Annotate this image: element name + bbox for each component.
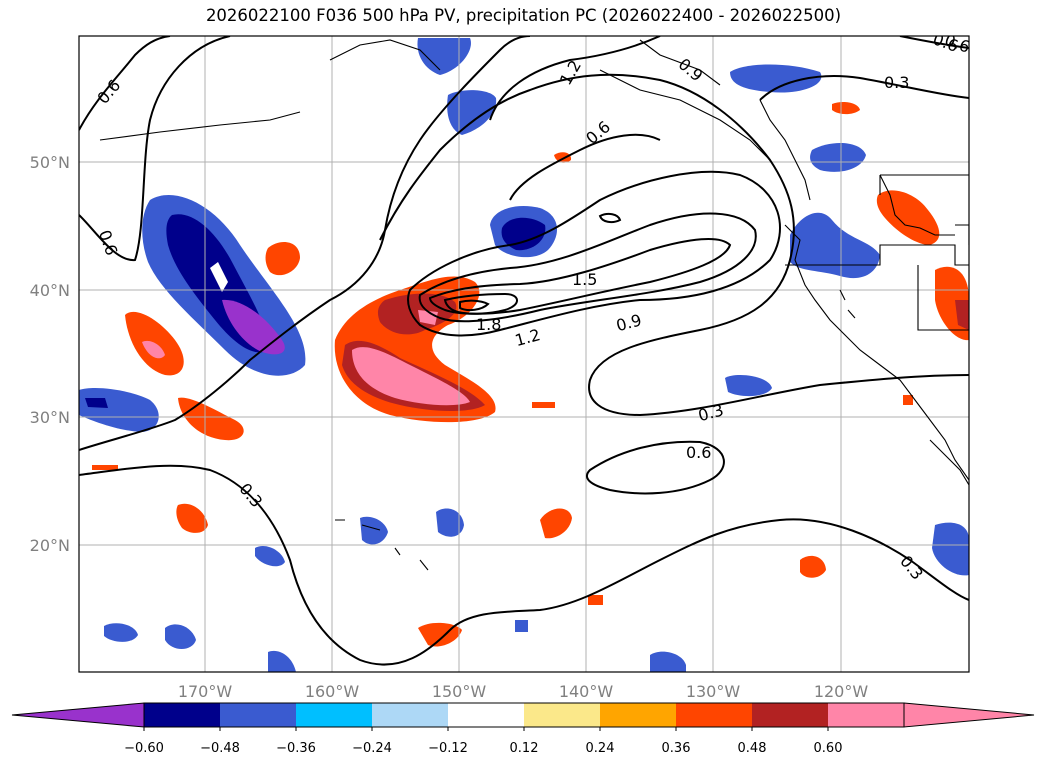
- colorbar-cells: [143, 702, 905, 728]
- colorbar-tick-label: 0.24: [586, 741, 615, 756]
- colorbar-cell: [220, 703, 297, 727]
- colorbar-extend-low: [11, 702, 145, 728]
- graticule: [79, 36, 969, 672]
- colorbar-cell: [600, 703, 677, 727]
- colorbar-tick-label: −0.60: [124, 741, 164, 756]
- colorbar: −0.60 −0.48 −0.36 −0.24 −0.12 0.12 0.24 0.36 0.4…: [11, 702, 1035, 756]
- colorbar-tick-label: 0.48: [738, 741, 767, 756]
- colorbar-cell: [144, 703, 221, 727]
- colorbar-tick-label: 0.36: [662, 741, 691, 756]
- coastlines: [99, 39, 969, 571]
- lon-label: 170°W: [178, 682, 233, 701]
- colorbar-tick-label: 0.60: [814, 741, 843, 756]
- colorbar-cell: [296, 703, 373, 727]
- lat-label: 20°N: [30, 536, 70, 555]
- map-title: 2026022100 F036 500 hPa PV, precipitatio…: [205, 6, 842, 25]
- contour-label: 0.6: [686, 443, 711, 462]
- map-area: 0.6 0.6 0.6 1.2 0.9 0.6 0.3 1.5 1.8 1.2 …: [79, 36, 969, 672]
- pv-contours: [79, 36, 969, 666]
- colorbar-cell: [524, 703, 601, 727]
- contour-label: 1.8: [476, 315, 501, 334]
- precip-shading: [79, 38, 969, 672]
- colorbar-extend-high: [903, 702, 1035, 728]
- lat-label: 50°N: [30, 153, 70, 172]
- lon-label: 150°W: [432, 682, 487, 701]
- latitude-labels: 50°N 40°N 30°N 20°N: [30, 153, 70, 555]
- lat-label: 40°N: [30, 281, 70, 300]
- lon-label: 140°W: [559, 682, 614, 701]
- colorbar-tick-label: 0.12: [510, 741, 539, 756]
- lat-label: 30°N: [30, 408, 70, 427]
- colorbar-tick-label: −0.12: [428, 741, 468, 756]
- lon-label: 130°W: [686, 682, 741, 701]
- lon-label: 160°W: [305, 682, 360, 701]
- colorbar-tick-label: −0.48: [200, 741, 240, 756]
- colorbar-cell: [448, 703, 525, 727]
- colorbar-cell: [752, 703, 829, 727]
- colorbar-tick-label: −0.24: [352, 741, 392, 756]
- map-frame: [78, 35, 970, 673]
- longitude-labels: 170°W 160°W 150°W 140°W 130°W 120°W: [178, 682, 869, 701]
- colorbar-tick-label: −0.36: [276, 741, 316, 756]
- colorbar-cell: [372, 703, 449, 727]
- colorbar-cell: [676, 703, 753, 727]
- colorbar-ticks: −0.60 −0.48 −0.36 −0.24 −0.12 0.12 0.24 0.36 0.4…: [124, 727, 842, 756]
- lon-label: 120°W: [814, 682, 869, 701]
- contour-label: 1.5: [572, 270, 597, 289]
- colorbar-cell: [828, 703, 905, 727]
- contour-label: 0.3: [884, 73, 909, 92]
